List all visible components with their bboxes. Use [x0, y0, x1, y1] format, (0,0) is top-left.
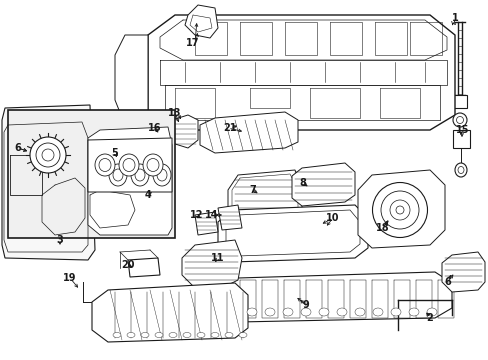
- Text: 4: 4: [144, 190, 151, 200]
- Ellipse shape: [142, 154, 163, 176]
- Polygon shape: [441, 252, 484, 292]
- Polygon shape: [148, 15, 454, 130]
- Ellipse shape: [395, 206, 403, 214]
- Ellipse shape: [119, 154, 139, 176]
- Ellipse shape: [197, 333, 204, 338]
- Polygon shape: [218, 205, 367, 262]
- Ellipse shape: [457, 166, 463, 174]
- Ellipse shape: [30, 137, 66, 173]
- Ellipse shape: [452, 113, 466, 127]
- Ellipse shape: [157, 169, 167, 181]
- Ellipse shape: [456, 117, 463, 123]
- Ellipse shape: [264, 308, 274, 316]
- Text: 21: 21: [223, 123, 236, 133]
- Ellipse shape: [283, 308, 292, 316]
- Ellipse shape: [153, 164, 171, 186]
- Text: 20: 20: [121, 260, 135, 270]
- Text: 18: 18: [375, 223, 389, 233]
- Text: 15: 15: [455, 125, 469, 135]
- Ellipse shape: [113, 333, 121, 338]
- Polygon shape: [182, 240, 242, 288]
- Text: 7: 7: [249, 185, 256, 195]
- Polygon shape: [8, 110, 175, 238]
- Ellipse shape: [408, 308, 418, 316]
- Ellipse shape: [210, 333, 219, 338]
- Polygon shape: [452, 130, 469, 148]
- Polygon shape: [168, 115, 198, 148]
- Ellipse shape: [36, 143, 60, 167]
- Polygon shape: [222, 272, 451, 322]
- Text: 12: 12: [190, 210, 203, 220]
- Polygon shape: [184, 5, 218, 38]
- Text: 1: 1: [451, 13, 457, 23]
- Ellipse shape: [246, 308, 257, 316]
- Ellipse shape: [301, 308, 310, 316]
- Ellipse shape: [336, 308, 346, 316]
- Text: 14: 14: [205, 210, 218, 220]
- Ellipse shape: [183, 333, 191, 338]
- Ellipse shape: [113, 169, 123, 181]
- Ellipse shape: [109, 164, 127, 186]
- Ellipse shape: [42, 149, 54, 161]
- Text: 8: 8: [299, 178, 306, 188]
- Polygon shape: [128, 258, 160, 277]
- Text: 17: 17: [186, 38, 199, 48]
- Polygon shape: [148, 122, 172, 152]
- Ellipse shape: [99, 158, 111, 171]
- Polygon shape: [227, 170, 302, 222]
- Ellipse shape: [426, 308, 436, 316]
- Ellipse shape: [454, 163, 466, 177]
- Polygon shape: [92, 283, 247, 342]
- Polygon shape: [2, 105, 95, 260]
- Ellipse shape: [127, 333, 135, 338]
- Polygon shape: [195, 212, 218, 235]
- Text: 3: 3: [57, 235, 63, 245]
- Text: 13: 13: [168, 108, 182, 118]
- Ellipse shape: [135, 169, 145, 181]
- Ellipse shape: [141, 333, 149, 338]
- Ellipse shape: [239, 333, 246, 338]
- Text: 9: 9: [302, 300, 309, 310]
- Polygon shape: [291, 163, 354, 206]
- Text: 6: 6: [15, 143, 21, 153]
- Polygon shape: [357, 170, 444, 248]
- Ellipse shape: [155, 333, 163, 338]
- Ellipse shape: [372, 308, 382, 316]
- Ellipse shape: [123, 158, 135, 171]
- Text: 2: 2: [426, 313, 432, 323]
- Polygon shape: [88, 127, 172, 235]
- Polygon shape: [88, 138, 172, 192]
- Polygon shape: [218, 205, 242, 230]
- Polygon shape: [200, 112, 297, 153]
- Ellipse shape: [95, 154, 115, 176]
- Polygon shape: [115, 35, 148, 125]
- Ellipse shape: [224, 333, 232, 338]
- Text: 10: 10: [325, 213, 339, 223]
- Ellipse shape: [169, 333, 177, 338]
- Ellipse shape: [390, 308, 400, 316]
- Text: 5: 5: [111, 148, 118, 158]
- Polygon shape: [452, 95, 466, 108]
- Ellipse shape: [389, 200, 409, 220]
- Ellipse shape: [372, 183, 427, 238]
- Text: 19: 19: [63, 273, 77, 283]
- Text: 6: 6: [444, 277, 450, 287]
- Text: 11: 11: [211, 253, 224, 263]
- Ellipse shape: [380, 191, 418, 229]
- Ellipse shape: [354, 308, 364, 316]
- Text: 16: 16: [148, 123, 162, 133]
- Ellipse shape: [147, 158, 159, 171]
- Ellipse shape: [318, 308, 328, 316]
- Ellipse shape: [131, 164, 149, 186]
